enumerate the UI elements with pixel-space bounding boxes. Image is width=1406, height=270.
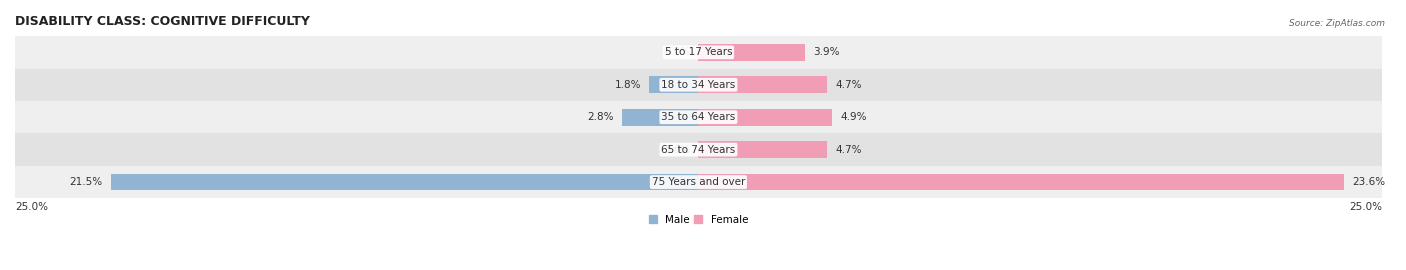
Bar bbox=[650, 76, 699, 93]
Text: 35 to 64 Years: 35 to 64 Years bbox=[661, 112, 735, 122]
Bar bbox=[15, 69, 1382, 101]
Bar bbox=[15, 166, 1382, 198]
Bar bbox=[15, 133, 1382, 166]
Bar bbox=[699, 174, 1344, 191]
Text: 23.6%: 23.6% bbox=[1351, 177, 1385, 187]
Text: 21.5%: 21.5% bbox=[69, 177, 103, 187]
Bar bbox=[699, 44, 806, 61]
Text: 4.9%: 4.9% bbox=[841, 112, 868, 122]
Bar bbox=[111, 174, 699, 191]
Bar bbox=[15, 101, 1382, 133]
Text: 5 to 17 Years: 5 to 17 Years bbox=[665, 47, 733, 57]
Text: 75 Years and over: 75 Years and over bbox=[652, 177, 745, 187]
Text: 1.8%: 1.8% bbox=[614, 80, 641, 90]
Text: 25.0%: 25.0% bbox=[15, 202, 48, 212]
Text: Source: ZipAtlas.com: Source: ZipAtlas.com bbox=[1289, 19, 1385, 28]
Bar bbox=[699, 141, 827, 158]
Bar bbox=[699, 76, 827, 93]
Bar bbox=[15, 36, 1382, 69]
Text: DISABILITY CLASS: COGNITIVE DIFFICULTY: DISABILITY CLASS: COGNITIVE DIFFICULTY bbox=[15, 15, 309, 28]
Text: 18 to 34 Years: 18 to 34 Years bbox=[661, 80, 735, 90]
Bar bbox=[699, 109, 832, 126]
Text: 4.7%: 4.7% bbox=[835, 145, 862, 155]
Bar bbox=[621, 109, 699, 126]
Text: 65 to 74 Years: 65 to 74 Years bbox=[661, 145, 735, 155]
Text: 2.8%: 2.8% bbox=[588, 112, 613, 122]
Text: 0.0%: 0.0% bbox=[664, 145, 690, 155]
Text: 25.0%: 25.0% bbox=[1348, 202, 1382, 212]
Text: 3.9%: 3.9% bbox=[813, 47, 839, 57]
Text: 4.7%: 4.7% bbox=[835, 80, 862, 90]
Legend: Male, Female: Male, Female bbox=[644, 210, 752, 229]
Text: 0.0%: 0.0% bbox=[664, 47, 690, 57]
